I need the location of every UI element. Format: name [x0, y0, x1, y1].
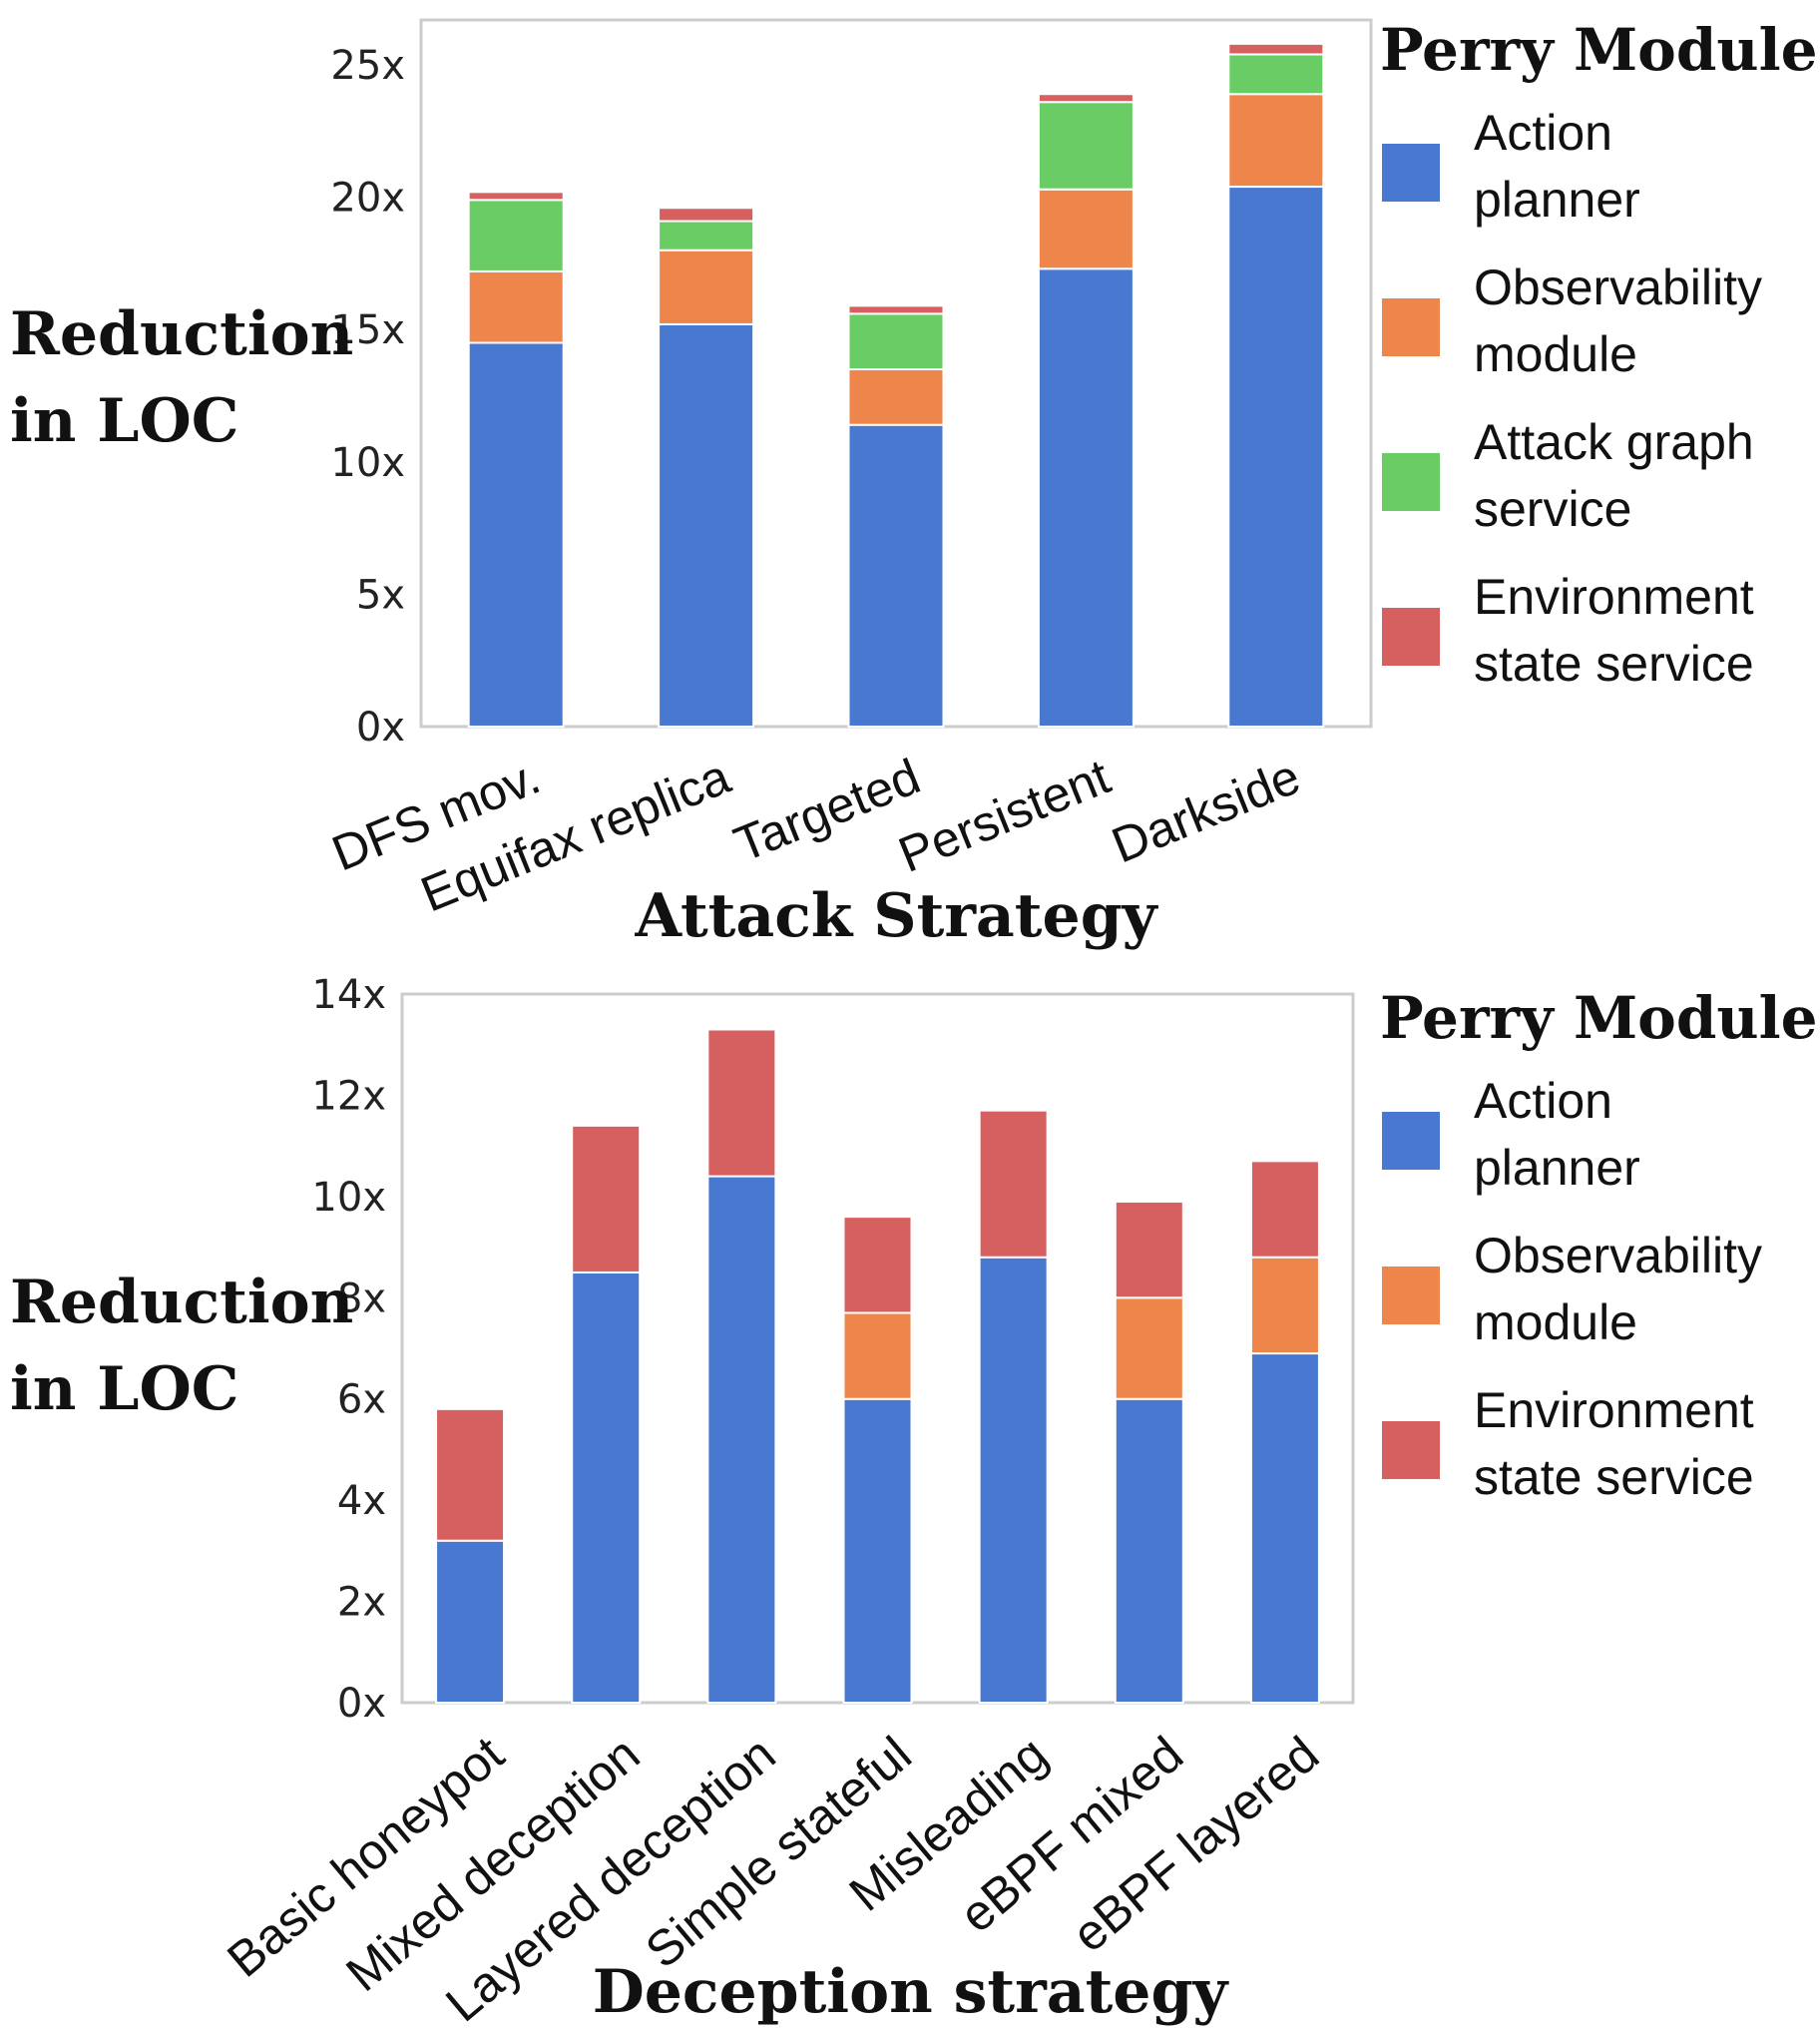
bar-environment-state-service: [1037, 93, 1135, 104]
bar-environment-state-service: [467, 191, 565, 202]
bar-environment-state-service: [658, 207, 755, 223]
legend-label: Observability: [1474, 1228, 1762, 1283]
bar-observability-module: [467, 269, 565, 344]
bar-action-planner: [1037, 267, 1135, 728]
y-tick-label: 4x: [337, 1478, 386, 1524]
bar-action-planner: [571, 1271, 642, 1705]
legend-title: Perry Module: [1380, 984, 1818, 1052]
bar-action-planner: [847, 423, 945, 728]
bar-observability-module: [842, 1311, 913, 1400]
bar-action-planner: [467, 341, 565, 728]
bar-environment-state-service: [842, 1216, 913, 1314]
x-tick-label: Targeted: [726, 749, 927, 873]
legend-label: Action: [1474, 105, 1612, 161]
bar-action-planner: [658, 322, 755, 728]
bar-observability-module: [1037, 188, 1135, 270]
bar-environment-state-service: [1227, 42, 1325, 56]
legend-swatch: [1382, 298, 1440, 356]
bar-observability-module: [847, 368, 945, 426]
bar-environment-state-service: [847, 304, 945, 315]
legend-title: Perry Module: [1380, 16, 1818, 84]
x-tick-label: Darkside: [1104, 749, 1307, 874]
legend-swatch: [1382, 608, 1440, 666]
bar-action-planner: [1114, 1397, 1184, 1704]
x-axis-title: Attack Strategy: [634, 881, 1158, 951]
bar-attack-graph-service: [1227, 53, 1325, 96]
y-tick-label: 20x: [330, 176, 405, 222]
bar-environment-state-service: [706, 1028, 777, 1178]
bar-action-planner: [1227, 186, 1325, 729]
bar-attack-graph-service: [1037, 101, 1135, 191]
bar-action-planner: [1249, 1352, 1320, 1704]
y-tick-label: 10x: [330, 440, 405, 486]
bar-action-planner: [435, 1539, 506, 1704]
bar-environment-state-service: [571, 1124, 642, 1273]
bar-action-planner: [706, 1175, 777, 1704]
legend-label: Attack graph: [1474, 414, 1754, 470]
legend-swatch: [1382, 144, 1440, 202]
y-tick-label: 14x: [311, 972, 386, 1018]
bar-action-planner: [978, 1256, 1049, 1704]
bar-attack-graph-service: [467, 199, 565, 272]
bar-attack-graph-service: [658, 220, 755, 252]
legend-label: Environment: [1474, 569, 1754, 625]
legend-label: state service: [1474, 636, 1754, 692]
legend-swatch: [1382, 453, 1440, 511]
bar-environment-state-service: [435, 1407, 506, 1542]
x-axis-title: Deception strategy: [593, 1957, 1230, 2027]
y-tick-label: 0x: [356, 705, 405, 751]
bar-observability-module: [658, 249, 755, 325]
legend-label: Action: [1474, 1073, 1612, 1129]
bar-action-planner: [842, 1397, 913, 1704]
legend-label: planner: [1474, 1140, 1640, 1196]
y-axis-title: in LOC: [10, 386, 239, 456]
y-tick-label: 15x: [330, 307, 405, 353]
bar-environment-state-service: [1249, 1160, 1320, 1259]
y-tick-label: 0x: [337, 1681, 386, 1727]
bar-environment-state-service: [1114, 1200, 1184, 1299]
bar-observability-module: [1249, 1256, 1320, 1355]
bar-observability-module: [1227, 93, 1325, 189]
legend-label: module: [1474, 326, 1637, 382]
y-tick-label: 5x: [356, 572, 405, 618]
legend-label: Observability: [1474, 259, 1762, 315]
legend-label: planner: [1474, 172, 1640, 228]
bar-environment-state-service: [978, 1109, 1049, 1259]
y-tick-label: 12x: [311, 1073, 386, 1119]
y-tick-label: 8x: [337, 1275, 386, 1321]
x-tick-label: Persistent: [891, 749, 1118, 883]
y-axis-title: in LOC: [10, 1354, 239, 1424]
bar-observability-module: [1114, 1296, 1184, 1400]
y-tick-label: 6x: [337, 1377, 386, 1423]
legend: Perry Module Action planner Observability mo…: [1380, 16, 1818, 692]
bar-attack-graph-service: [847, 312, 945, 371]
y-axis-title: Reduction: [10, 299, 353, 369]
legend: Perry Module Action planner Observability mo…: [1380, 984, 1818, 1505]
y-tick-label: 25x: [330, 43, 405, 89]
legend-swatch: [1382, 1112, 1440, 1170]
y-tick-label: 10x: [311, 1175, 386, 1221]
legend-label: Environment: [1474, 1382, 1754, 1438]
y-axis-title: Reduction: [10, 1268, 353, 1337]
legend-swatch: [1382, 1421, 1440, 1479]
legend-label: service: [1474, 481, 1631, 537]
legend-label: state service: [1474, 1449, 1754, 1505]
y-tick-label: 2x: [337, 1580, 386, 1626]
legend-swatch: [1382, 1267, 1440, 1324]
legend-label: module: [1474, 1294, 1637, 1350]
